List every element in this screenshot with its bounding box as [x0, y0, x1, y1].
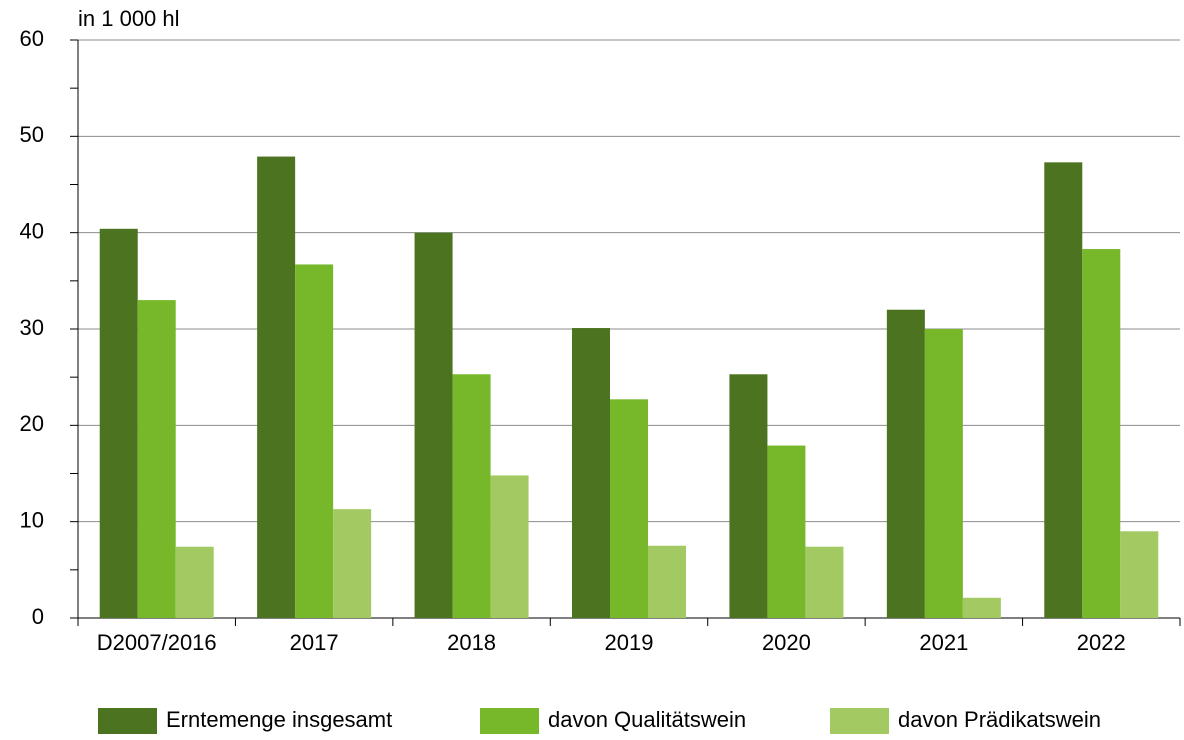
x-tick-label: 2020 — [762, 630, 811, 655]
bar — [1120, 531, 1159, 618]
bar — [414, 232, 453, 618]
bar — [99, 228, 138, 618]
bar — [610, 399, 648, 618]
y-tick-label: 0 — [32, 604, 44, 629]
bar — [333, 509, 372, 618]
legend-swatch — [98, 708, 157, 734]
legend-label: davon Prädikatswein — [898, 707, 1101, 732]
bar — [490, 475, 529, 618]
bar — [767, 445, 806, 618]
legend-swatch — [830, 708, 889, 734]
y-tick-label: 50 — [20, 122, 44, 147]
bar — [572, 328, 610, 618]
bar — [257, 156, 296, 618]
x-tick-label: D2007/2016 — [97, 630, 217, 655]
legend-swatch — [480, 708, 539, 734]
legend-label: Erntemenge insgesamt — [166, 707, 392, 732]
legend-label: davon Qualitätswein — [548, 707, 746, 732]
bar — [962, 597, 1001, 618]
bar — [1044, 162, 1083, 619]
y-axis-label: in 1 000 hl — [78, 6, 180, 31]
x-tick-label: 2021 — [919, 630, 968, 655]
y-tick-label: 60 — [20, 26, 44, 51]
bar — [137, 300, 176, 618]
x-tick-label: 2018 — [447, 630, 496, 655]
y-tick-label: 40 — [20, 218, 44, 243]
bar — [729, 374, 768, 618]
bar — [1082, 249, 1121, 618]
bar — [452, 374, 491, 618]
bar — [175, 546, 214, 618]
bar — [648, 545, 686, 618]
x-tick-label: 2022 — [1077, 630, 1126, 655]
x-tick-label: 2019 — [605, 630, 654, 655]
y-tick-label: 30 — [20, 315, 44, 340]
x-tick-label: 2017 — [290, 630, 339, 655]
y-tick-label: 20 — [20, 411, 44, 436]
bar — [886, 309, 925, 618]
bar — [805, 546, 844, 618]
y-tick-label: 10 — [20, 507, 44, 532]
bar — [924, 329, 963, 618]
bar — [295, 264, 334, 618]
